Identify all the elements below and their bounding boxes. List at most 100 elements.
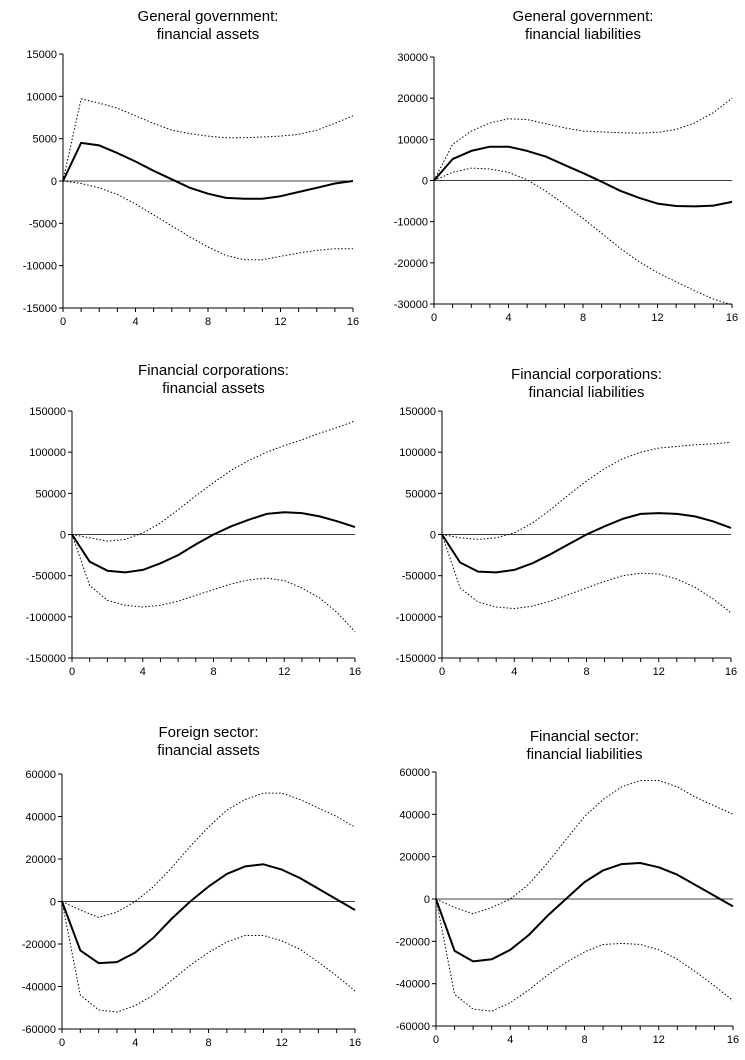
chart-title-line: financial assets (162, 380, 265, 397)
x-tick-label: 12 (653, 1034, 665, 1046)
y-tick-label: 0 (424, 894, 430, 906)
y-tick-label: 10000 (26, 91, 57, 103)
x-tick-label: 8 (210, 666, 216, 678)
y-tick-label: 20000 (399, 852, 430, 864)
y-tick-label: -150000 (26, 653, 66, 665)
x-tick-label: 12 (651, 312, 663, 324)
confidence-band-line (71, 420, 356, 542)
x-tick-label: 12 (653, 666, 665, 678)
x-tick-label: 12 (274, 316, 286, 328)
y-tick-label: 50000 (405, 488, 436, 500)
y-tick-label: 40000 (25, 812, 56, 824)
x-tick-label: 0 (59, 1037, 65, 1049)
y-tick-label: -10000 (394, 217, 428, 229)
chart-panel: Financial sector: financial liabilities -6… (372, 728, 744, 1060)
x-tick-label: 4 (140, 666, 146, 678)
y-tick-label: 15000 (26, 49, 57, 61)
chart-panel: Financial corporations: financial assets -… (0, 362, 372, 694)
y-tick-label: -30000 (394, 299, 428, 311)
confidence-band-line (433, 97, 733, 181)
confidence-band-line (441, 441, 732, 540)
x-tick-label: 0 (431, 312, 437, 324)
x-tick-label: 12 (276, 1037, 288, 1049)
y-tick-label: 5000 (33, 134, 57, 146)
y-tick-label: -100000 (26, 612, 66, 624)
chart-title-line: Foreign sector: (158, 724, 259, 741)
chart-title-line: Financial corporations: (138, 362, 289, 379)
x-tick-label: 4 (132, 1037, 138, 1049)
y-tick-label: 100000 (399, 447, 436, 459)
impulse-response-line (433, 145, 733, 208)
x-tick-label: 8 (581, 1034, 587, 1046)
y-tick-label: -60000 (396, 1021, 430, 1033)
y-tick-label: 150000 (399, 406, 436, 418)
y-tick-label: 0 (430, 530, 436, 542)
confidence-band-line (441, 534, 732, 614)
y-tick-label: 10000 (397, 134, 428, 146)
x-tick-label: 16 (726, 312, 738, 324)
chart-svg: -150000 -100000 -50000 0 50000 100000 150000 0 4… (396, 406, 738, 678)
chart-panel: Financial corporations: financial liabili… (372, 366, 744, 698)
chart-title: Financial sector: financial liabilities (372, 728, 745, 764)
chart-title-line: financial liabilities (526, 746, 643, 763)
confidence-band-line (435, 780, 734, 915)
chart-svg: -60000 -40000 -20000 0 20000 40000 60000 0 4 8 12 1… (22, 769, 361, 1049)
y-tick-label: -20000 (396, 936, 430, 948)
confidence-band-line (61, 901, 356, 1013)
chart-title-line: financial assets (156, 26, 260, 43)
x-tick-label: 4 (132, 316, 138, 328)
x-tick-label: 8 (580, 312, 586, 324)
chart-title-line: financial assets (157, 742, 260, 759)
chart-panel: Foreign sector: financial assets -60000 -40… (0, 724, 372, 1056)
y-tick-label: -40000 (22, 982, 56, 994)
impulse-response-line (61, 863, 356, 965)
x-tick-label: 16 (725, 666, 737, 678)
impulse-response-line (435, 862, 734, 963)
impulse-response-line (62, 141, 354, 200)
chart-panel: General government: financial assets -1500… (0, 8, 372, 340)
y-tick-label: -50000 (402, 571, 436, 583)
y-tick-label: 60000 (25, 769, 56, 781)
confidence-band-line (435, 898, 734, 1012)
chart-panel: General government: financial liabilities… (372, 8, 744, 340)
chart-title-line: financial liabilities (528, 384, 645, 401)
y-tick-label: -20000 (394, 258, 428, 270)
chart-svg: -150000 -100000 -50000 0 50000 100000 150000 0 4… (26, 406, 362, 678)
y-tick-label: 0 (50, 897, 56, 909)
y-tick-label: 60000 (399, 767, 430, 779)
chart-title: General government: financial liabilities (372, 8, 745, 44)
y-tick-label: 40000 (399, 809, 430, 821)
y-tick-label: 30000 (397, 52, 428, 64)
x-tick-label: 16 (727, 1034, 739, 1046)
x-tick-label: 0 (60, 316, 66, 328)
x-tick-label: 16 (349, 666, 361, 678)
y-tick-label: -50000 (32, 571, 66, 583)
y-tick-label: 0 (60, 530, 66, 542)
impulse-response-line (71, 511, 356, 574)
chart-title: Foreign sector: financial assets (0, 724, 417, 760)
chart-title-line: financial liabilities (525, 26, 641, 43)
chart-title-line: General government: (137, 8, 279, 25)
x-tick-label: 16 (349, 1037, 361, 1049)
y-tick-label: 100000 (29, 447, 66, 459)
confidence-band-line (433, 167, 733, 306)
x-tick-label: 8 (583, 666, 589, 678)
confidence-band-line (61, 792, 356, 918)
y-tick-label: -20000 (22, 939, 56, 951)
confidence-band-line (62, 180, 353, 261)
y-tick-label: 0 (422, 176, 428, 188)
y-tick-label: 50000 (35, 488, 66, 500)
chart-title-line: Financial sector: (529, 728, 640, 745)
y-tick-label: 150000 (29, 406, 66, 418)
chart-svg: -30000 -20000 -10000 0 10000 20000 30000 0 4 8 12 1… (394, 52, 738, 324)
chart-title-line: General government: (512, 8, 654, 25)
y-tick-label: 0 (51, 176, 57, 188)
confidence-band-line (62, 98, 354, 182)
x-tick-label: 0 (433, 1034, 439, 1046)
chart-svg: -15000 -10000 -5000 0 5000 10000 15000 0 4 8 12 16 (23, 49, 359, 328)
x-tick-label: 8 (205, 1037, 211, 1049)
chart-title: Financial corporations: financial liabili… (372, 366, 745, 402)
x-tick-label: 0 (439, 666, 445, 678)
impulse-response-line (441, 512, 732, 574)
y-tick-label: -40000 (396, 979, 430, 991)
